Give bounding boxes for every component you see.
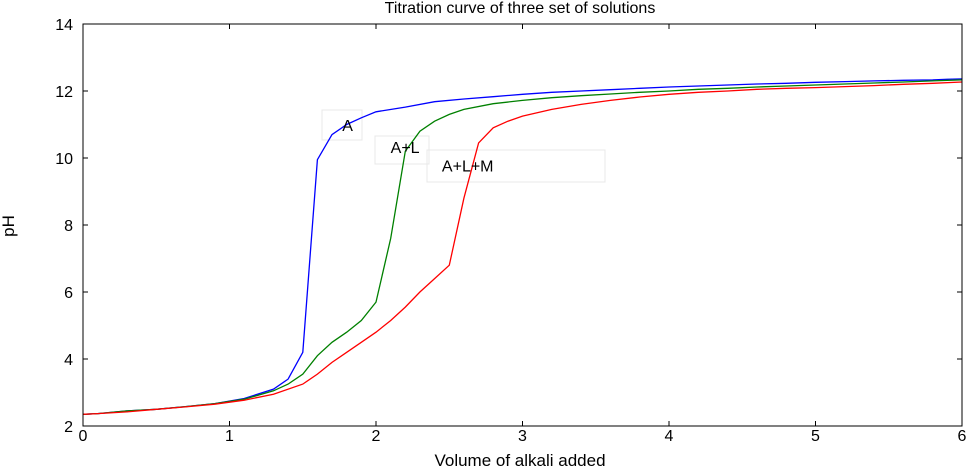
x-axis-label: Volume of alkali added [434,451,605,470]
chart-title: Titration curve of three set of solution… [385,0,656,17]
y-tick-label: 6 [64,285,73,302]
y-tick-label: 8 [64,218,73,235]
y-tick-label: 10 [55,151,73,168]
curve-annotation-1: A [342,118,353,135]
y-tick-label: 14 [55,17,73,34]
series-line-2 [82,79,963,415]
annotation-box-a [321,109,363,141]
x-tick-label: 2 [372,428,381,445]
y-tick-label: 12 [55,84,73,101]
x-tick-label: 1 [225,428,234,445]
curve-annotation-3: A+L+M [442,158,494,175]
series-layer [82,78,963,415]
y-tick-label: 2 [64,419,73,436]
series-line-3 [82,81,963,415]
x-tick-label: 3 [518,428,527,445]
y-axis-label: pH [0,215,18,237]
x-tick-label: 0 [79,428,88,445]
annotation-box-a-l-m [426,149,606,183]
x-tick-label: 5 [811,428,820,445]
x-tick-label: 6 [958,428,967,445]
plot-frame [82,23,963,427]
curve-annotation-2: A+L [391,140,420,157]
x-tick-label: 4 [665,428,674,445]
y-tick-label: 4 [64,352,73,369]
annotation-layer: A A+L A+L+M [342,118,493,175]
annotation-boxes [321,109,606,183]
